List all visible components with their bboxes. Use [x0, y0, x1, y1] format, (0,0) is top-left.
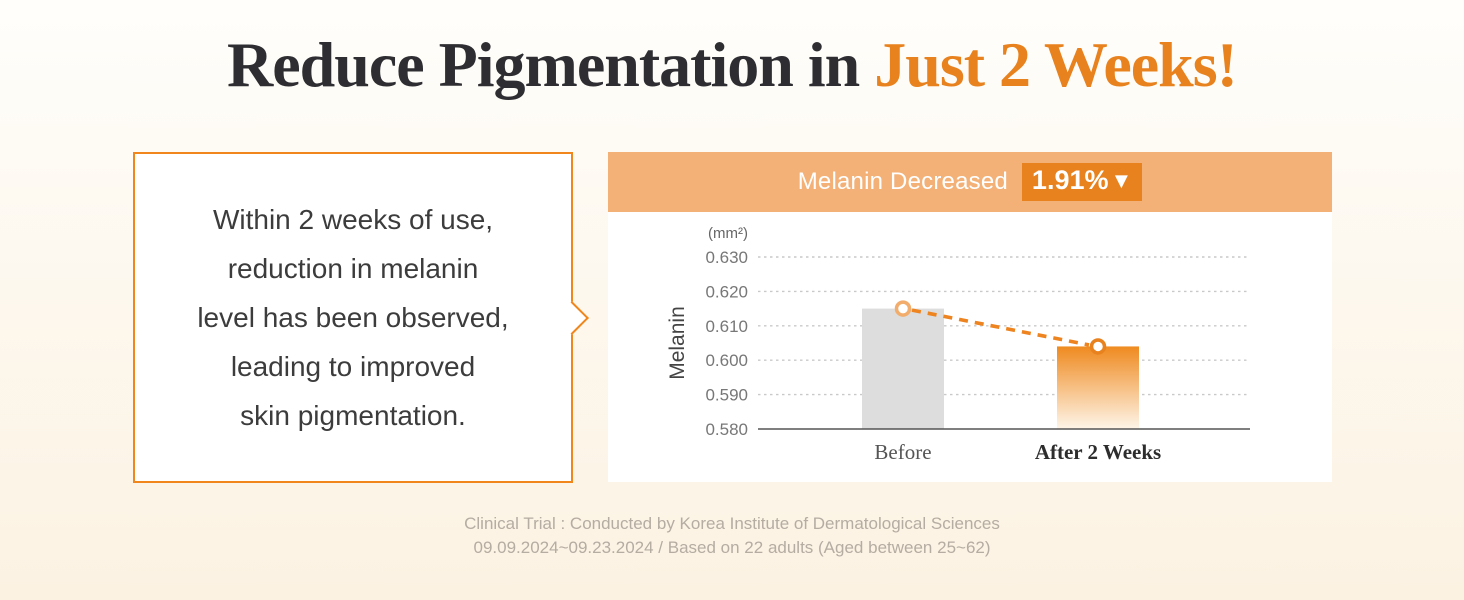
callout-line: leading to improved: [230, 351, 476, 382]
footnote-line: Clinical Trial : Conducted by Korea Inst…: [464, 514, 1000, 533]
svg-text:0.630: 0.630: [705, 248, 748, 267]
svg-text:(mm²): (mm²): [708, 225, 748, 242]
footnote-line: 09.09.2024~09.23.2024 / Based on 22 adul…: [473, 538, 991, 557]
callout-line: reduction in melanin: [227, 253, 479, 284]
footnote: Clinical Trial : Conducted by Korea Inst…: [0, 512, 1464, 560]
svg-text:0.620: 0.620: [705, 282, 748, 301]
svg-text:After 2 Weeks: After 2 Weeks: [1035, 440, 1161, 464]
decrease-arrow-icon: ▼: [1110, 167, 1133, 193]
description-callout: Within 2 weeks of use, reduction in mela…: [133, 152, 589, 483]
melanin-bar-chart: 0.630 0.620 0.610 0.600 0.590 0.580 (mm²) Melan…: [666, 225, 1250, 464]
page-title: Reduce Pigmentation in Just 2 Weeks!: [0, 28, 1464, 102]
decrease-value: 1.91%: [1031, 165, 1109, 196]
callout-line: skin pigmentation.: [240, 400, 466, 431]
svg-text:0.610: 0.610: [705, 317, 748, 336]
callout-line: Within 2 weeks of use,: [212, 204, 494, 235]
svg-text:0.600: 0.600: [705, 351, 748, 370]
page-title-main: Reduce Pigmentation in: [227, 29, 860, 100]
callout-line: level has been observed,: [197, 302, 509, 333]
callout-pointer: [555, 300, 589, 335]
decrease-badge: 1.91% ▼: [1021, 163, 1143, 201]
page-title-highlight: Just 2 Weeks!: [859, 29, 1238, 100]
svg-text:0.580: 0.580: [705, 420, 748, 439]
chart-card: Melanin Decreased 1.91% ▼ 0.630 0.620 0.61…: [608, 152, 1332, 482]
svg-text:Before: Before: [874, 440, 931, 464]
svg-text:0.590: 0.590: [705, 386, 748, 405]
svg-text:Melanin: Melanin: [666, 306, 689, 380]
chart-header-label: Melanin Decreased: [797, 168, 1008, 195]
chart-header-bar: Melanin Decreased 1.91% ▼: [608, 152, 1332, 212]
